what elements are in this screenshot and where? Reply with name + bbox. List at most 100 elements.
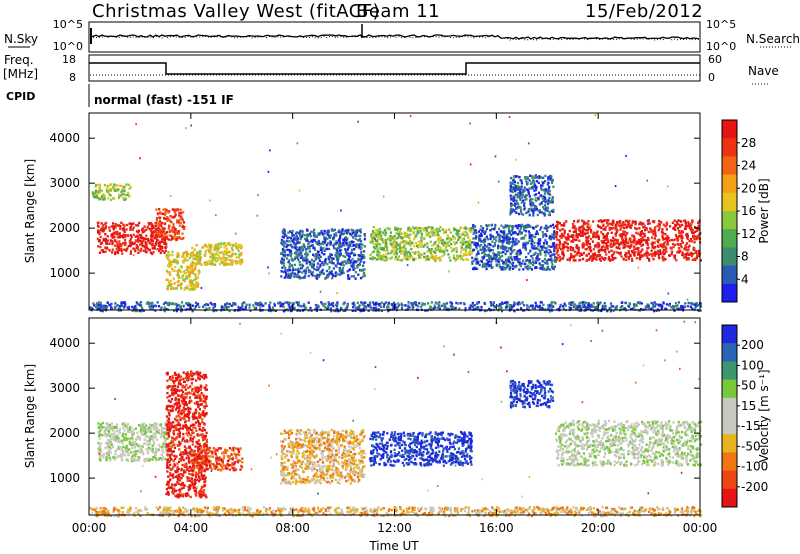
power-echo-cell xyxy=(287,272,290,275)
power-echo-cell xyxy=(164,241,167,245)
power-echo-cell xyxy=(316,241,319,244)
power-echo-cell xyxy=(469,304,472,307)
power-echo-cell xyxy=(494,305,497,309)
power-echo-cell xyxy=(606,309,609,313)
power-echo-cell xyxy=(190,271,193,274)
power-echo-cell xyxy=(610,305,613,308)
power-echo-cell xyxy=(540,188,543,192)
power-echo-cell xyxy=(290,306,293,310)
power-echo-cell xyxy=(673,254,676,258)
power-echo-cell xyxy=(306,254,309,257)
power-echo-cell xyxy=(290,245,293,248)
power-echo-cell xyxy=(659,303,662,306)
power-echo-cell xyxy=(535,207,538,211)
power-echo-cell xyxy=(663,248,666,252)
power-echo-cell xyxy=(335,303,338,306)
power-echo-cell xyxy=(170,302,173,306)
power-echo-cell xyxy=(516,188,519,191)
power-echo-cell xyxy=(607,241,610,244)
power-echo-cell xyxy=(497,260,500,263)
power-echo-cell xyxy=(196,252,199,256)
power-echo-cell xyxy=(176,208,179,211)
power-echo-cell xyxy=(286,236,289,239)
power-echo-cell xyxy=(619,253,622,256)
power-echo-cell xyxy=(289,276,292,279)
power-echo-cell xyxy=(158,216,161,219)
power-echo-cell xyxy=(133,306,136,309)
power-echo-cell xyxy=(679,307,682,310)
power-echo-cell xyxy=(481,229,484,233)
power-echo-cell xyxy=(552,208,555,212)
power-echo-cell xyxy=(528,267,531,270)
power-echo-cell xyxy=(594,235,597,238)
power-echo-cell xyxy=(516,226,519,230)
power-echo-cell xyxy=(439,250,442,253)
power-echo-cell xyxy=(400,259,403,262)
power-echo-cell xyxy=(593,252,596,255)
power-echo-cell xyxy=(357,258,360,262)
power-echo-cell xyxy=(637,232,640,235)
power-echo-cell xyxy=(101,249,104,252)
power-echo-cell xyxy=(188,267,191,270)
power-echo-cell xyxy=(535,180,538,183)
power-echo-cell xyxy=(512,203,515,207)
power-echo-cell xyxy=(282,228,285,231)
power-echo-cell xyxy=(299,230,302,233)
power-echo-cell xyxy=(320,270,323,273)
power-echo-cell xyxy=(281,235,284,238)
power-echo-cell xyxy=(386,249,389,252)
power-echo-cell xyxy=(570,303,573,306)
power-echo-cell xyxy=(597,236,600,239)
power-echo-cell xyxy=(687,246,690,249)
power-echo-cell xyxy=(352,252,355,255)
power-echo-cell xyxy=(108,187,111,191)
power-echo-cell xyxy=(678,232,681,235)
power-echo-cell xyxy=(597,244,600,247)
power-echo-cell xyxy=(586,231,589,235)
power-echo-cell xyxy=(548,305,551,309)
power-echo-cell xyxy=(154,234,157,237)
power-echo-cell xyxy=(175,287,178,290)
power-echo-cell xyxy=(517,192,520,195)
power-echo-cell xyxy=(424,257,427,260)
power-echo-cell xyxy=(392,244,396,247)
power-echo-cell xyxy=(182,211,185,214)
power-echo-cell xyxy=(501,302,504,305)
power-echo-cell xyxy=(413,227,416,230)
power-echo-cell xyxy=(490,223,493,227)
power-echo-cell xyxy=(301,271,304,274)
power-echo-cell xyxy=(681,305,684,308)
power-echo-cell xyxy=(595,232,598,236)
power-echo-cell xyxy=(341,243,345,247)
power-echo-cell xyxy=(128,187,131,190)
power-echo-cell xyxy=(437,227,441,231)
power-echo-cell xyxy=(292,239,295,242)
power-echo-cell xyxy=(451,307,454,311)
power-echo-cell xyxy=(403,231,406,235)
power-echo-cell xyxy=(194,264,197,268)
power-echo-cell xyxy=(693,225,697,229)
power-echo-cell xyxy=(308,260,311,264)
power-echo-cell xyxy=(488,242,491,246)
power-echo-cell xyxy=(507,249,510,253)
power-echo-cell xyxy=(342,242,345,245)
power-echo-cell xyxy=(284,301,287,304)
power-echo-cell xyxy=(295,246,298,249)
power-echo-cell xyxy=(641,236,644,239)
power-echo-cell xyxy=(168,271,171,275)
power-echo-cell xyxy=(345,238,348,242)
power-echo-cell xyxy=(201,246,204,249)
power-echo-cell xyxy=(572,230,575,234)
power-echo-cell xyxy=(136,240,139,243)
power-echo-cell xyxy=(403,257,406,260)
power-echo-cell xyxy=(158,220,162,223)
power-echo-cell xyxy=(316,265,319,268)
power-echo-cell xyxy=(208,245,211,248)
power-echo-cell xyxy=(342,302,345,306)
power-echo-cell xyxy=(98,198,101,201)
power-echo-cell xyxy=(147,240,150,243)
power-echo-cell xyxy=(585,239,588,243)
power-echo-cell xyxy=(635,242,638,245)
power-echo-cell xyxy=(319,248,322,252)
power-echo-cell xyxy=(455,241,458,244)
